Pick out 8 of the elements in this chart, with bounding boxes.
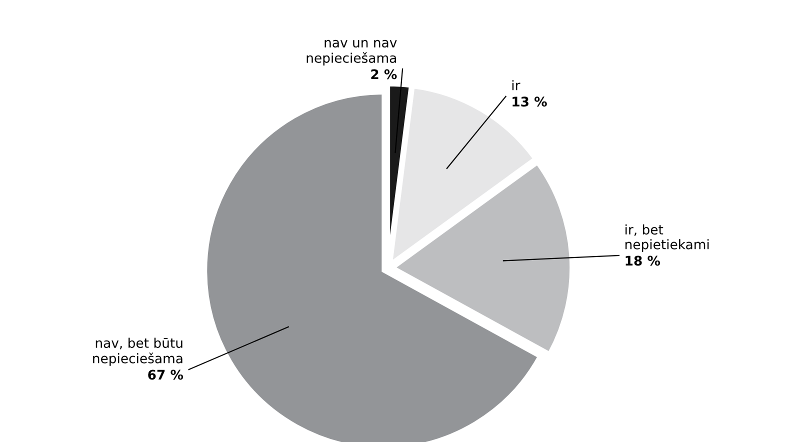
data-label: 13 %: [512, 96, 547, 107]
data-label: 18 %: [626, 256, 660, 266]
slice-label: ir: [512, 80, 520, 90]
slice-label: nav un nav nepieciešama: [306, 40, 397, 66]
slice-label: ir, bet nepietiekami: [625, 224, 709, 252]
data-label: 67 %: [148, 370, 184, 380]
slice-label: nav, bet būtu nepieciešama: [93, 338, 182, 366]
data-label: 2 %: [371, 69, 397, 80]
